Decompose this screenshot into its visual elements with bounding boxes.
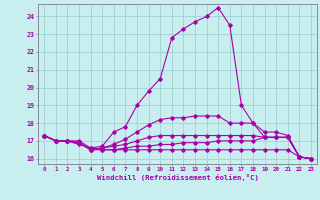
X-axis label: Windchill (Refroidissement éolien,°C): Windchill (Refroidissement éolien,°C) xyxy=(97,174,259,181)
